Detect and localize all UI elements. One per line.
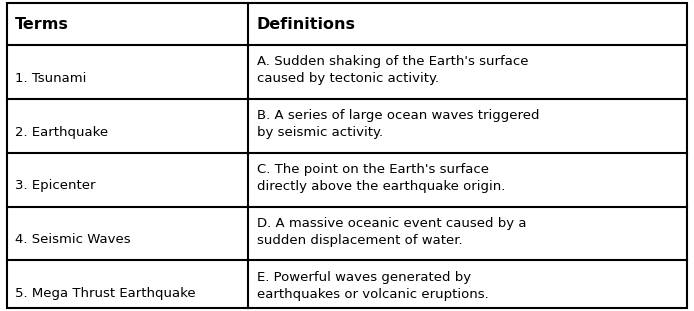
Text: E. Powerful waves generated by: E. Powerful waves generated by <box>257 271 471 284</box>
Text: A. Sudden shaking of the Earth's surface: A. Sudden shaking of the Earth's surface <box>257 55 528 68</box>
Text: by seismic activity.: by seismic activity. <box>257 126 383 139</box>
Text: B. A series of large ocean waves triggered: B. A series of large ocean waves trigger… <box>257 109 539 122</box>
Text: C. The point on the Earth's surface: C. The point on the Earth's surface <box>257 163 489 176</box>
Text: sudden displacement of water.: sudden displacement of water. <box>257 234 462 247</box>
Text: Terms: Terms <box>15 16 69 32</box>
Text: 5. Mega Thrust Earthquake: 5. Mega Thrust Earthquake <box>15 287 196 300</box>
Text: earthquakes or volcanic eruptions.: earthquakes or volcanic eruptions. <box>257 288 489 301</box>
Text: 1. Tsunami: 1. Tsunami <box>15 72 87 85</box>
Text: 3. Epicenter: 3. Epicenter <box>15 179 96 192</box>
Text: caused by tectonic activity.: caused by tectonic activity. <box>257 72 439 86</box>
Text: Definitions: Definitions <box>257 16 356 32</box>
Text: 2. Earthquake: 2. Earthquake <box>15 126 108 138</box>
Text: directly above the earthquake origin.: directly above the earthquake origin. <box>257 180 505 193</box>
Text: 4. Seismic Waves: 4. Seismic Waves <box>15 233 131 246</box>
Text: D. A massive oceanic event caused by a: D. A massive oceanic event caused by a <box>257 217 526 230</box>
